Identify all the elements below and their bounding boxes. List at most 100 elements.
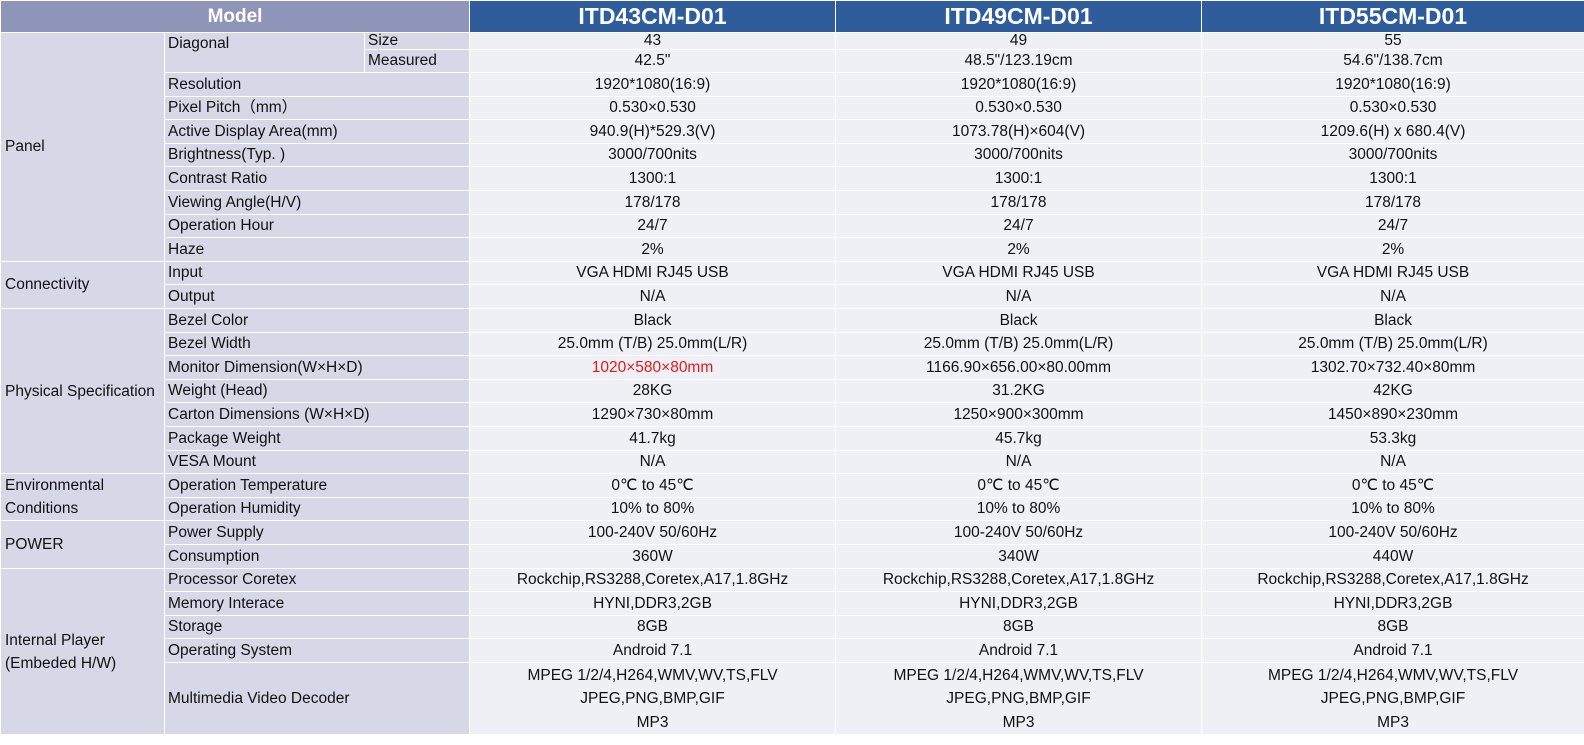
row-label: Package Weight (163, 426, 471, 451)
spec-value: 41.7kg (469, 426, 837, 451)
spec-row: Memory Interace HYNI,DDR3,2GB HYNI,DDR3,… (1, 591, 1584, 616)
spec-value: 440W (1201, 543, 1584, 569)
spec-value: 2% (469, 237, 837, 262)
row-label: Operation Hour (163, 213, 471, 239)
row-label: Diagonal (164, 31, 365, 74)
row-label: Storage (163, 614, 471, 640)
spec-value: 1302.70×732.40×80mm (1201, 355, 1584, 380)
spec-value: 178/178 (469, 190, 837, 215)
model-header: Model (0, 0, 471, 33)
spec-value: VGA HDMI RJ45 USB (1201, 260, 1584, 286)
row-label: Processor Coretex (163, 567, 471, 593)
spec-value: N/A (469, 284, 837, 310)
spec-row: Pixel Pitch（mm） 0.530×0.530 0.530×0.530 … (1, 95, 1584, 121)
spec-value: 178/178 (835, 190, 1203, 215)
spec-value: 1300:1 (469, 166, 837, 192)
spec-value: 53.3kg (1201, 426, 1584, 451)
decoder-line: JPEG,PNG,BMP,GIF (1320, 690, 1466, 708)
spec-value: 100-240V 50/60Hz (1201, 520, 1584, 545)
spec-value-highlighted: 1020×580×80mm (469, 355, 837, 380)
spec-value: 3000/700nits (469, 142, 837, 168)
spec-value: 1073.78(H)×604(V) (835, 119, 1203, 144)
spec-row: Haze 2% 2% 2% (1, 237, 1584, 262)
category-connectivity: Connectivity (0, 260, 165, 310)
spec-value: 360W (469, 543, 837, 569)
product-header: ITD55CM-D01 (1201, 0, 1584, 33)
spec-row: Operation Hour 24/7 24/7 24/7 (1, 213, 1584, 239)
row-label: Operation Temperature (163, 473, 471, 498)
spec-value: HYNI,DDR3,2GB (1201, 591, 1584, 616)
spec-value: N/A (835, 449, 1203, 475)
row-label: Brightness(Typ. ) (163, 142, 471, 168)
spec-value: 10% to 80% (1201, 496, 1584, 522)
decoder-line: JPEG,PNG,BMP,GIF (946, 690, 1091, 708)
sub-label: Measured (363, 48, 471, 74)
row-label: Contrast Ratio (163, 166, 471, 192)
spec-value: 8GB (469, 614, 837, 640)
spec-value: 100-240V 50/60Hz (835, 520, 1203, 545)
spec-value: 1250×900×300mm (835, 402, 1203, 427)
row-label: Consumption (163, 543, 471, 569)
spec-value: N/A (469, 449, 837, 475)
spec-value: N/A (1201, 449, 1584, 475)
row-label: Input (163, 260, 471, 286)
category-environmental: Environmental Conditions (0, 473, 165, 522)
decoder-line: MPEG 1/2/4,H264,WMV,WV,TS,FLV (527, 666, 778, 684)
spec-value: 1166.90×656.00×80.00mm (835, 355, 1203, 380)
decoder-line: MPEG 1/2/4,H264,WMV,WV,TS,FLV (1267, 666, 1519, 684)
spec-value: Black (469, 308, 837, 333)
spec-value: Rockchip,RS3288,Coretex,A17,1.8GHz (469, 567, 837, 593)
spec-value: N/A (835, 284, 1203, 310)
spec-value: Android 7.1 (1201, 638, 1584, 663)
spec-value: 28KG (469, 378, 837, 404)
spec-value: 1209.6(H) x 680.4(V) (1201, 119, 1584, 144)
spec-row: Contrast Ratio 1300:1 1300:1 1300:1 (1, 166, 1584, 192)
spec-value: 1300:1 (835, 166, 1203, 192)
spec-value: 0℃ to 45℃ (469, 473, 837, 498)
category-physical: Physical Specification (0, 308, 165, 475)
row-label: Viewing Angle(H/V) (163, 190, 471, 215)
spec-value: 3000/700nits (1201, 142, 1584, 168)
spec-value: HYNI,DDR3,2GB (469, 591, 837, 616)
spec-value: 0.530×0.530 (1201, 95, 1584, 121)
spec-row: Operation Humidity 10% to 80% 10% to 80%… (1, 496, 1584, 522)
spec-value: Android 7.1 (835, 638, 1203, 663)
spec-value: 49 (835, 32, 1203, 50)
spec-value: VGA HDMI RJ45 USB (835, 260, 1203, 286)
spec-row: Viewing Angle(H/V) 178/178 178/178 178/1… (1, 190, 1584, 215)
spec-value: 25.0mm (T/B) 25.0mm(L/R) (469, 331, 837, 357)
spec-value: 340W (835, 543, 1203, 569)
row-label: Resolution (163, 72, 471, 97)
spec-row: Multimedia Video Decoder MPEG 1/2/4,H264… (1, 661, 1584, 736)
spec-value: HYNI,DDR3,2GB (835, 591, 1203, 616)
spec-value: 0.530×0.530 (835, 95, 1203, 121)
spec-value: 2% (835, 237, 1203, 262)
spec-row: Brightness(Typ. ) 3000/700nits 3000/700n… (1, 142, 1584, 168)
spec-value: 48.5"/123.19cm (835, 48, 1203, 74)
spec-value: 1920*1080(16:9) (1201, 72, 1584, 97)
header-row: Model ITD43CM-D01 ITD49CM-D01 ITD55CM-D0… (0, 0, 1584, 33)
row-label: Output (163, 284, 471, 310)
decoder-line: MP3 (636, 713, 669, 731)
spec-value: 178/178 (1201, 190, 1584, 215)
spec-row: Measured 42.5" 48.5"/123.19cm 54.6"/138.… (1, 48, 1584, 74)
spec-value: 10% to 80% (469, 496, 837, 522)
row-label: Carton Dimensions (W×H×D) (163, 402, 471, 427)
spec-value: 0℃ to 45℃ (835, 473, 1203, 498)
spec-value: 43 (469, 32, 837, 50)
spec-value: 25.0mm (T/B) 25.0mm(L/R) (835, 331, 1203, 357)
spec-row: Internal Player (Embeded H/W) Processor … (0, 567, 1584, 736)
spec-value: N/A (1201, 284, 1584, 310)
spec-value: 3000/700nits (835, 142, 1203, 168)
product-header: ITD43CM-D01 (469, 0, 837, 33)
row-label: Memory Interace (163, 591, 471, 616)
row-label: VESA Mount (163, 449, 471, 475)
spec-value: 8GB (835, 614, 1203, 640)
row-label: Power Supply (163, 520, 471, 545)
spec-row: Physical Specification Bezel Color Black… (0, 308, 1584, 475)
product-header: ITD49CM-D01 (835, 0, 1203, 33)
spec-row: VESA Mount N/A N/A N/A (1, 449, 1584, 475)
spec-value: VGA HDMI RJ45 USB (469, 260, 837, 286)
spec-row: Monitor Dimension(W×H×D) 1020×580×80mm 1… (1, 355, 1584, 380)
